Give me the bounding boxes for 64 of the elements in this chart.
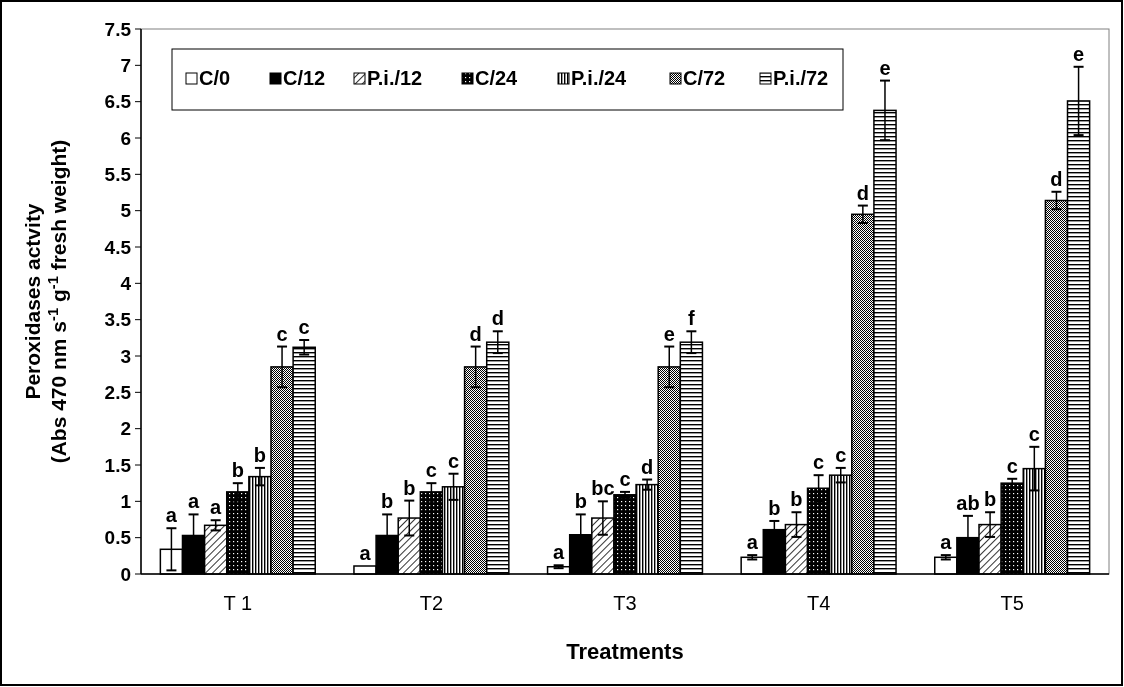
y-tick-label: 0.5 (104, 527, 132, 549)
data-label: a (165, 504, 178, 527)
data-label: c (276, 322, 288, 345)
x-tick-label: T3 (613, 592, 637, 614)
data-label: a (187, 490, 200, 513)
y-tick-label: 1 (120, 490, 132, 512)
data-label: d (641, 455, 654, 478)
data-label: a (746, 531, 759, 554)
y-tick-label: 1.5 (104, 454, 132, 476)
data-label: bc (591, 477, 615, 500)
legend-label: C/12 (283, 67, 326, 89)
legend-label: C/0 (199, 67, 231, 89)
data-label: a (210, 496, 223, 519)
data-label: c (813, 451, 825, 474)
data-label: b (574, 490, 587, 513)
y-tick-label: 4 (120, 272, 132, 294)
y-tick-label: 6.5 (104, 91, 132, 113)
data-label: b (253, 443, 267, 466)
x-axis-title: Treatments (566, 639, 684, 664)
data-label: f (688, 307, 696, 330)
x-tick-label: T5 (1000, 592, 1024, 614)
data-label: c (298, 316, 310, 339)
data-label: c (447, 449, 460, 472)
data-label: a (359, 542, 372, 565)
data-label: ab (956, 491, 980, 514)
data-label: b (381, 490, 394, 513)
data-label: c (425, 459, 437, 482)
data-label: c (1028, 422, 1040, 445)
y-tick-label: 0 (120, 563, 131, 585)
data-label: d (469, 322, 482, 345)
data-label: b (983, 488, 997, 511)
y-tick-label: 6 (120, 127, 131, 149)
data-label: c (835, 443, 847, 466)
legend-label: C/24 (475, 67, 519, 89)
data-label: b (231, 459, 244, 482)
data-label: e (879, 56, 891, 79)
y-tick-label: 3 (120, 345, 131, 367)
data-label: d (1050, 167, 1063, 190)
data-label: e (663, 322, 675, 345)
legend-label: C/72 (683, 67, 726, 89)
data-label: b (790, 488, 803, 511)
data-label: d (856, 181, 869, 204)
y-tick-label: 2 (120, 418, 131, 440)
data-label: c (1006, 454, 1018, 477)
legend-label: P.i./24 (571, 67, 628, 89)
x-tick-label: T 1 (223, 592, 253, 614)
y-tick-label: 4.5 (104, 236, 132, 258)
x-tick-label: T2 (419, 592, 444, 614)
data-label: b (768, 496, 781, 519)
data-label: a (553, 541, 566, 564)
y-tick-label: 7 (120, 54, 131, 76)
y-tick-label: 7.5 (104, 18, 132, 40)
legend-label: P.i./12 (367, 67, 423, 89)
y-tick-label: 5.5 (104, 163, 132, 185)
data-label: e (1073, 42, 1085, 65)
legend-label: P.i./72 (773, 67, 829, 89)
y-tick-label: 3.5 (104, 309, 132, 331)
data-label: a (940, 531, 953, 554)
data-label: d (491, 307, 504, 330)
x-tick-label: T4 (806, 592, 831, 614)
data-label: c (619, 467, 631, 490)
y-tick-label: 2.5 (104, 381, 132, 403)
y-tick-label: 5 (120, 200, 132, 222)
data-label: b (403, 476, 416, 499)
